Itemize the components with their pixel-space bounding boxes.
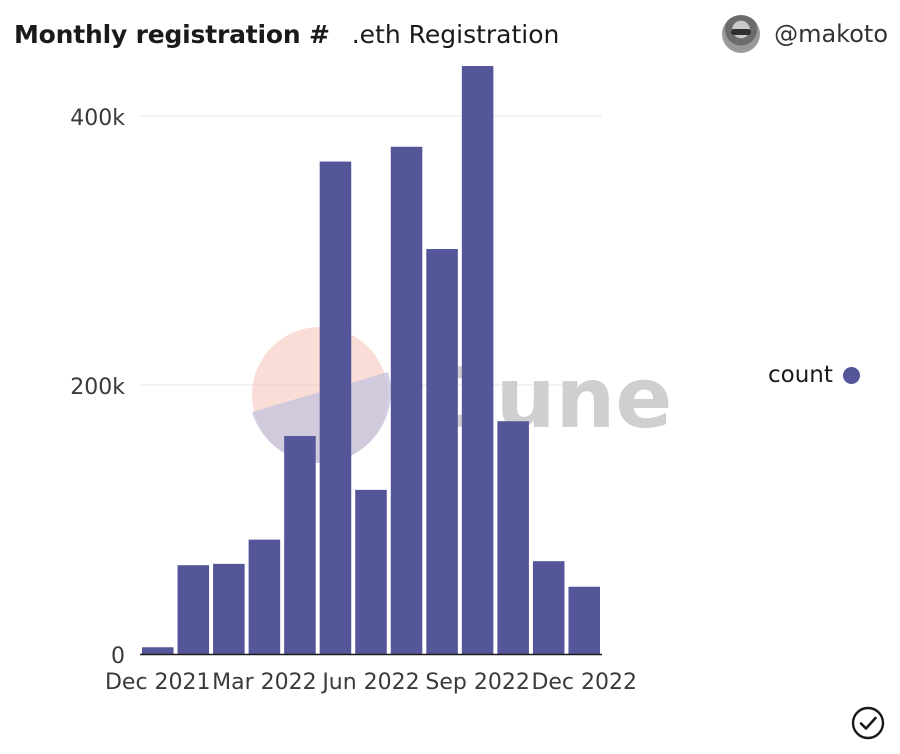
bar-dec-2022[interactable] [568,586,600,654]
bar-dec-2021[interactable] [142,647,174,654]
legend-label[interactable]: count [768,362,833,388]
bar-may-2022[interactable] [319,161,352,654]
bar-feb-2022[interactable] [213,563,245,654]
author-name[interactable]: @makoto [774,20,888,48]
x-tick-label: Dec 2021 [105,670,211,695]
bar-mar-2022[interactable] [248,539,281,654]
x-axis-ticks: Dec 2021 Mar 2022 Jun 2022 Sep 2022 Dec 2022 [105,670,637,695]
bars [142,66,600,654]
bar-nov-2022[interactable] [532,561,565,654]
bar-jan-2022[interactable] [177,565,210,654]
x-tick-label: Jun 2022 [320,670,419,695]
legend-dot[interactable] [842,366,860,384]
check-circle-icon[interactable] [851,706,885,740]
avatar[interactable] [722,15,761,53]
y-tick-label: 400k [70,106,125,131]
bar-jul-2022[interactable] [390,146,423,654]
bar-apr-2022[interactable] [284,436,316,654]
chart-header: Monthly registration # .eth Registration… [14,14,888,54]
x-tick-label: Mar 2022 [212,670,317,695]
x-tick-label: Dec 2022 [531,670,637,695]
chart-subtitle: .eth Registration [351,19,560,49]
grid-lines [140,115,602,386]
bar-jun-2022[interactable] [355,489,387,654]
x-tick-label: Sep 2022 [425,670,529,695]
bar-sep-2022[interactable] [461,66,494,654]
y-axis-ticks: 0 200k 400k [70,106,125,669]
chart-title: Monthly registration # [14,19,330,49]
legend[interactable]: count [768,362,860,388]
author-info[interactable]: @makoto [722,15,888,53]
y-tick-label: 0 [111,644,125,669]
bar-aug-2022[interactable] [426,249,458,654]
y-tick-label: 200k [70,375,125,400]
bar-oct-2022[interactable] [497,421,529,654]
